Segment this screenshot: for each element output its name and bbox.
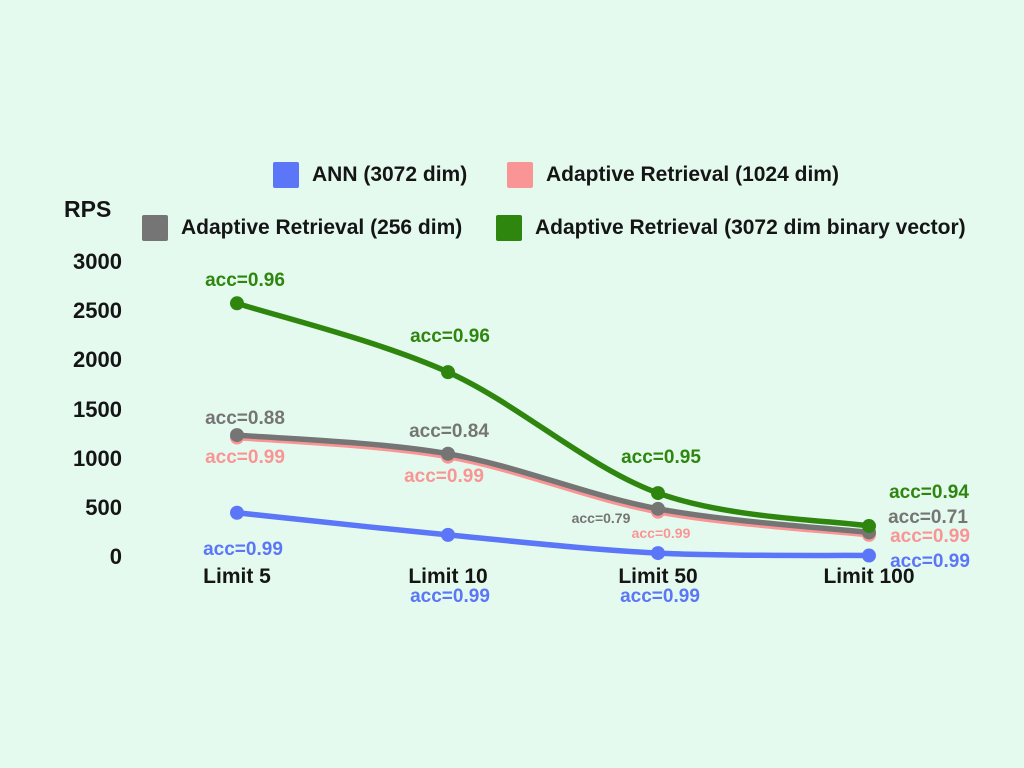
acc-annotation-12: acc=0.99: [203, 539, 283, 560]
acc-annotation-8: acc=0.99: [205, 447, 285, 468]
acc-annotation-10: acc=0.99: [631, 525, 691, 541]
series-0-point-0: [230, 505, 244, 520]
y-axis-title: RPS: [64, 196, 112, 222]
acc-annotation-2: acc=0.95: [621, 447, 701, 468]
acc-annotation-15: acc=0.99: [890, 551, 970, 572]
y-tick-1000: 1000: [73, 445, 122, 471]
acc-annotation-7: acc=0.71: [888, 507, 968, 528]
legend-label-ann-3072: ANN (3072 dim): [312, 163, 468, 186]
acc-annotation-13: acc=0.99: [410, 586, 490, 607]
series-3-point-3: [862, 519, 876, 534]
y-tick-1500: 1500: [73, 396, 122, 422]
legend-label-adaptive-3072-binary: Adaptive Retrieval (3072 dim binary vect…: [535, 216, 966, 239]
legend-item-adaptive-3072-binary: Adaptive Retrieval (3072 dim binary vect…: [496, 215, 966, 241]
acc-annotation-14: acc=0.99: [620, 586, 700, 607]
series-2-point-2: [651, 501, 665, 516]
series-3-point-0: [230, 296, 244, 311]
y-tick-2000: 2000: [73, 347, 122, 373]
legend-item-adaptive-1024: Adaptive Retrieval (1024 dim): [507, 162, 839, 188]
x-tick-limit-5: Limit 5: [203, 565, 271, 588]
x-tick-limit-50: Limit 50: [618, 565, 698, 588]
acc-annotation-11: acc=0.99: [890, 526, 970, 547]
acc-annotation-5: acc=0.84: [409, 421, 489, 442]
acc-annotation-6: acc=0.79: [571, 510, 631, 526]
acc-annotation-0: acc=0.96: [205, 270, 285, 291]
acc-annotation-4: acc=0.88: [205, 408, 285, 429]
series-0-point-3: [862, 548, 876, 563]
legend-label-adaptive-256: Adaptive Retrieval (256 dim): [181, 216, 463, 239]
series-line-2: [234, 432, 872, 536]
series-line-0: [234, 510, 872, 559]
legend-item-ann-3072: ANN (3072 dim): [273, 162, 467, 188]
legend-swatch-blue: [273, 162, 299, 188]
legend-swatch-green: [496, 215, 522, 241]
series-line-3: [234, 300, 872, 529]
legend-swatch-pink: [507, 162, 533, 188]
series-3-point-2: [651, 486, 665, 501]
series-0-point-1: [441, 527, 455, 542]
legend-swatch-gray: [142, 215, 168, 241]
y-tick-0: 0: [109, 544, 122, 569]
series-2-point-1: [441, 446, 455, 461]
series-2-point-0: [230, 428, 244, 443]
y-tick-500: 500: [85, 494, 122, 520]
x-tick-limit-100: Limit 100: [823, 565, 915, 588]
series-3-point-1: [441, 365, 455, 380]
series-0-point-2: [651, 546, 665, 561]
acc-annotation-1: acc=0.96: [410, 326, 490, 347]
y-tick-3000: 3000: [73, 249, 122, 274]
acc-annotation-3: acc=0.94: [889, 482, 969, 503]
y-tick-2500: 2500: [73, 298, 122, 324]
legend-item-adaptive-256: Adaptive Retrieval (256 dim): [142, 215, 462, 241]
legend-label-adaptive-1024: Adaptive Retrieval (1024 dim): [546, 163, 839, 186]
x-tick-limit-10: Limit 10: [408, 565, 488, 588]
acc-annotation-9: acc=0.99: [404, 466, 484, 487]
